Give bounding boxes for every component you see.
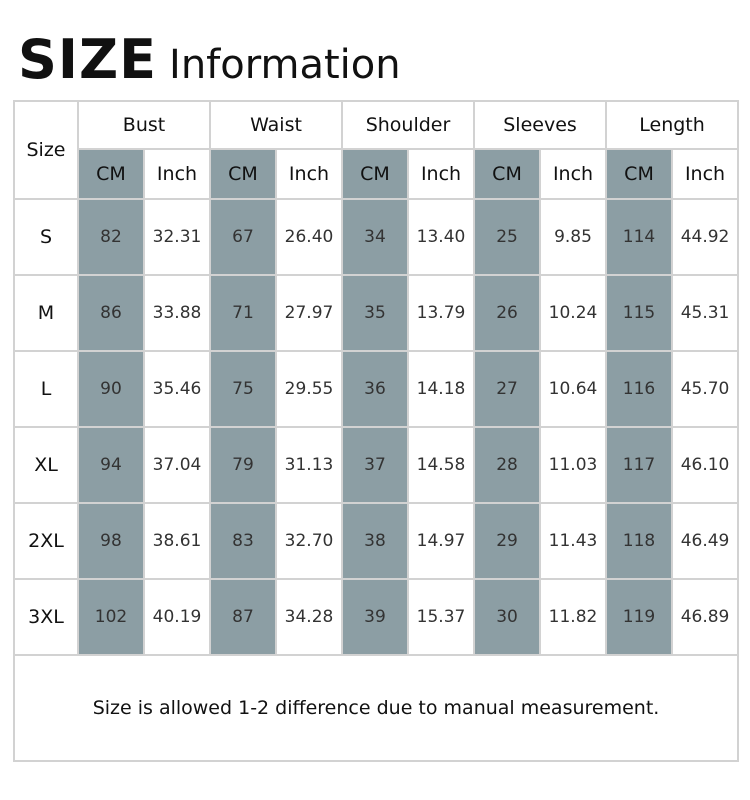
value-cell: 27 (473, 350, 542, 428)
value-cell: 119 (605, 578, 674, 656)
value-cell: 13.40 (406, 198, 476, 276)
unit-header: Inch (539, 148, 608, 200)
unit-row: CM Inch CM Inch CM Inch CM Inch CM Inch (14, 148, 740, 200)
value-cell: 15.37 (406, 578, 476, 656)
value-cell: 36 (341, 350, 409, 428)
value-cell: 37 (341, 426, 409, 504)
value-cell: 13.79 (406, 274, 476, 352)
group-header: Sleeves (473, 100, 608, 150)
unit-header: Inch (275, 148, 343, 200)
size-cell: L (13, 350, 79, 428)
value-cell: 29.55 (275, 350, 343, 428)
value-cell: 25 (473, 198, 542, 276)
value-cell: 118 (605, 502, 674, 580)
value-cell: 115 (605, 274, 674, 352)
data-row: 2XL 98 38.61 83 32.70 38 14.97 29 11.43 118 46.49 (13, 502, 740, 580)
unit-header: CM (473, 148, 542, 200)
value-cell: 86 (77, 274, 145, 352)
group-header: Shoulder (340, 100, 476, 150)
value-cell: 11.82 (539, 578, 608, 656)
value-cell: 94 (77, 426, 145, 504)
value-cell: 116 (605, 350, 674, 428)
value-cell: 14.58 (406, 426, 476, 504)
value-cell: 34 (341, 198, 409, 276)
value-cell: 31.13 (275, 426, 343, 504)
value-cell: 35 (341, 274, 409, 352)
group-header: Bust (77, 100, 211, 150)
value-cell: 45.31 (671, 274, 740, 352)
value-cell: 26.40 (275, 198, 343, 276)
value-cell: 83 (209, 502, 277, 580)
data-row: M 86 33.88 71 27.97 35 13.79 26 10.24 115 45.31 (13, 274, 740, 352)
value-cell: 117 (605, 426, 674, 504)
data-row: 3XL 102 40.19 87 34.28 39 15.37 30 11.82 119 46.89 (13, 578, 740, 656)
note-row: Size is allowed 1-2 difference due to ma… (12, 654, 740, 762)
value-cell: 87 (209, 578, 277, 656)
unit-header: Inch (671, 148, 740, 200)
size-table: Size Bust Waist Shoulder Sleeves Length CM Inch… (12, 100, 740, 762)
unit-header: CM (209, 148, 277, 200)
header-row: Size Bust Waist Shoulder Sleeves Length (13, 100, 740, 200)
value-cell: 102 (77, 578, 145, 656)
value-cell: 11.43 (539, 502, 608, 580)
value-cell: 38.61 (143, 502, 211, 580)
data-row: S 82 32.31 67 26.40 34 13.40 25 9.85 114 44.92 (13, 198, 740, 276)
value-cell: 30 (473, 578, 542, 656)
value-cell: 79 (209, 426, 277, 504)
value-cell: 34.28 (275, 578, 343, 656)
value-cell: 82 (77, 198, 145, 276)
value-cell: 28 (473, 426, 542, 504)
data-row: XL 94 37.04 79 31.13 37 14.58 28 11.03 117 46.10 (13, 426, 740, 504)
value-cell: 32.31 (143, 198, 211, 276)
value-cell: 32.70 (275, 502, 343, 580)
value-cell: 46.49 (671, 502, 740, 580)
note: Size is allowed 1-2 difference due to ma… (12, 654, 740, 762)
unit-header: Inch (406, 148, 476, 200)
value-cell: 39 (341, 578, 409, 656)
group-header: Length (605, 100, 740, 150)
value-cell: 71 (209, 274, 277, 352)
value-cell: 10.24 (539, 274, 608, 352)
title-main: SIZE (18, 28, 158, 91)
unit-header: CM (605, 148, 674, 200)
data-row: L 90 35.46 75 29.55 36 14.18 27 10.64 116 45.70 (13, 350, 740, 428)
unit-header: CM (77, 148, 145, 200)
value-cell: 45.70 (671, 350, 740, 428)
value-cell: 11.03 (539, 426, 608, 504)
unit-header: Inch (143, 148, 211, 200)
title-sub: Information (169, 42, 401, 88)
value-cell: 75 (209, 350, 277, 428)
value-cell: 35.46 (143, 350, 211, 428)
corner-header: Size (13, 100, 79, 200)
unit-header: CM (341, 148, 409, 200)
value-cell: 90 (77, 350, 145, 428)
value-cell: 14.97 (406, 502, 476, 580)
value-cell: 33.88 (143, 274, 211, 352)
value-cell: 38 (341, 502, 409, 580)
size-cell: M (13, 274, 79, 352)
value-cell: 14.18 (406, 350, 476, 428)
group-header: Waist (209, 100, 343, 150)
value-cell: 26 (473, 274, 542, 352)
value-cell: 37.04 (143, 426, 211, 504)
size-cell: 3XL (13, 578, 79, 656)
value-cell: 46.89 (671, 578, 740, 656)
value-cell: 29 (473, 502, 542, 580)
size-cell: XL (13, 426, 79, 504)
value-cell: 114 (605, 198, 674, 276)
size-cell: S (13, 198, 79, 276)
value-cell: 46.10 (671, 426, 740, 504)
value-cell: 40.19 (143, 578, 211, 656)
title: SIZE Information (18, 28, 401, 92)
value-cell: 10.64 (539, 350, 608, 428)
value-cell: 27.97 (275, 274, 343, 352)
value-cell: 98 (77, 502, 145, 580)
value-cell: 44.92 (671, 198, 740, 276)
size-cell: 2XL (13, 502, 79, 580)
value-cell: 9.85 (539, 198, 608, 276)
value-cell: 67 (209, 198, 277, 276)
